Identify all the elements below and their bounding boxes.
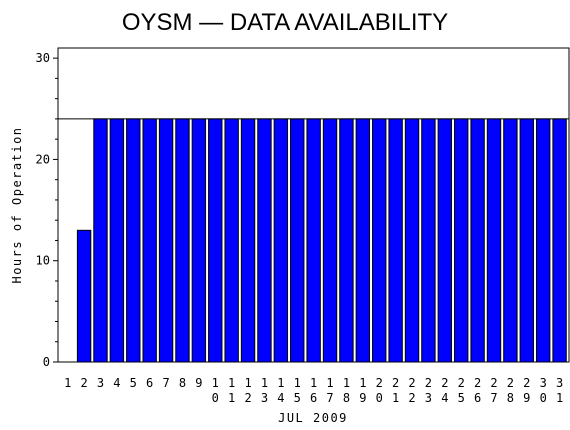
bar-day-6 — [142, 118, 157, 363]
bar-day-13 — [257, 118, 272, 363]
bar-day-19 — [355, 118, 371, 363]
bar-day-9 — [191, 118, 207, 363]
bar-day-4 — [109, 118, 125, 363]
bar-day-29 — [519, 118, 534, 363]
y-tick-label: 0 — [43, 355, 50, 369]
bar-day-21 — [388, 118, 403, 363]
x-tick-label: 2 — [80, 376, 87, 390]
y-tick-label: 30 — [36, 51, 50, 65]
bar-day-15 — [290, 118, 305, 363]
bar-day-27 — [486, 118, 502, 363]
x-tick-label: 8 — [179, 376, 186, 390]
y-axis-label: Hours of Operation — [10, 126, 24, 283]
bar-day-3 — [93, 118, 108, 363]
chart-title: OYSM — DATA AVAILABILITY — [122, 9, 448, 36]
bar-day-20 — [372, 118, 387, 363]
x-tick-label: 1 — [64, 376, 71, 390]
x-tick-label: 9 — [195, 376, 202, 390]
x-tick-label: 5 — [130, 376, 137, 390]
bar-day-11 — [224, 118, 239, 363]
bar-day-31 — [552, 118, 567, 363]
bar-day-2 — [76, 229, 92, 363]
bar-day-30 — [535, 118, 551, 363]
x-axis-label: JUL 2009 — [278, 411, 348, 425]
bar-day-25 — [454, 118, 469, 363]
bar-day-7 — [158, 118, 174, 363]
x-tick-label: 7 — [162, 376, 169, 390]
x-tick-label: 6 — [146, 376, 153, 390]
x-tick-label: 4 — [113, 376, 120, 390]
bar-day-28 — [503, 118, 518, 363]
bar-day-24 — [437, 118, 453, 363]
bar-day-14 — [273, 118, 289, 363]
bar-day-16 — [306, 118, 321, 363]
bar-day-26 — [470, 118, 485, 363]
bar-day-18 — [339, 118, 354, 363]
bar-day-8 — [175, 118, 190, 363]
bar-day-22 — [404, 118, 420, 363]
y-tick-label: 20 — [36, 152, 50, 166]
bar-day-5 — [126, 118, 141, 363]
bar-day-23 — [421, 118, 436, 363]
bar-day-17 — [322, 118, 338, 363]
bar-day-10 — [208, 118, 223, 363]
bar-day-12 — [240, 118, 256, 363]
y-tick-label: 10 — [36, 254, 50, 268]
x-tick-label: 3 — [97, 376, 104, 390]
